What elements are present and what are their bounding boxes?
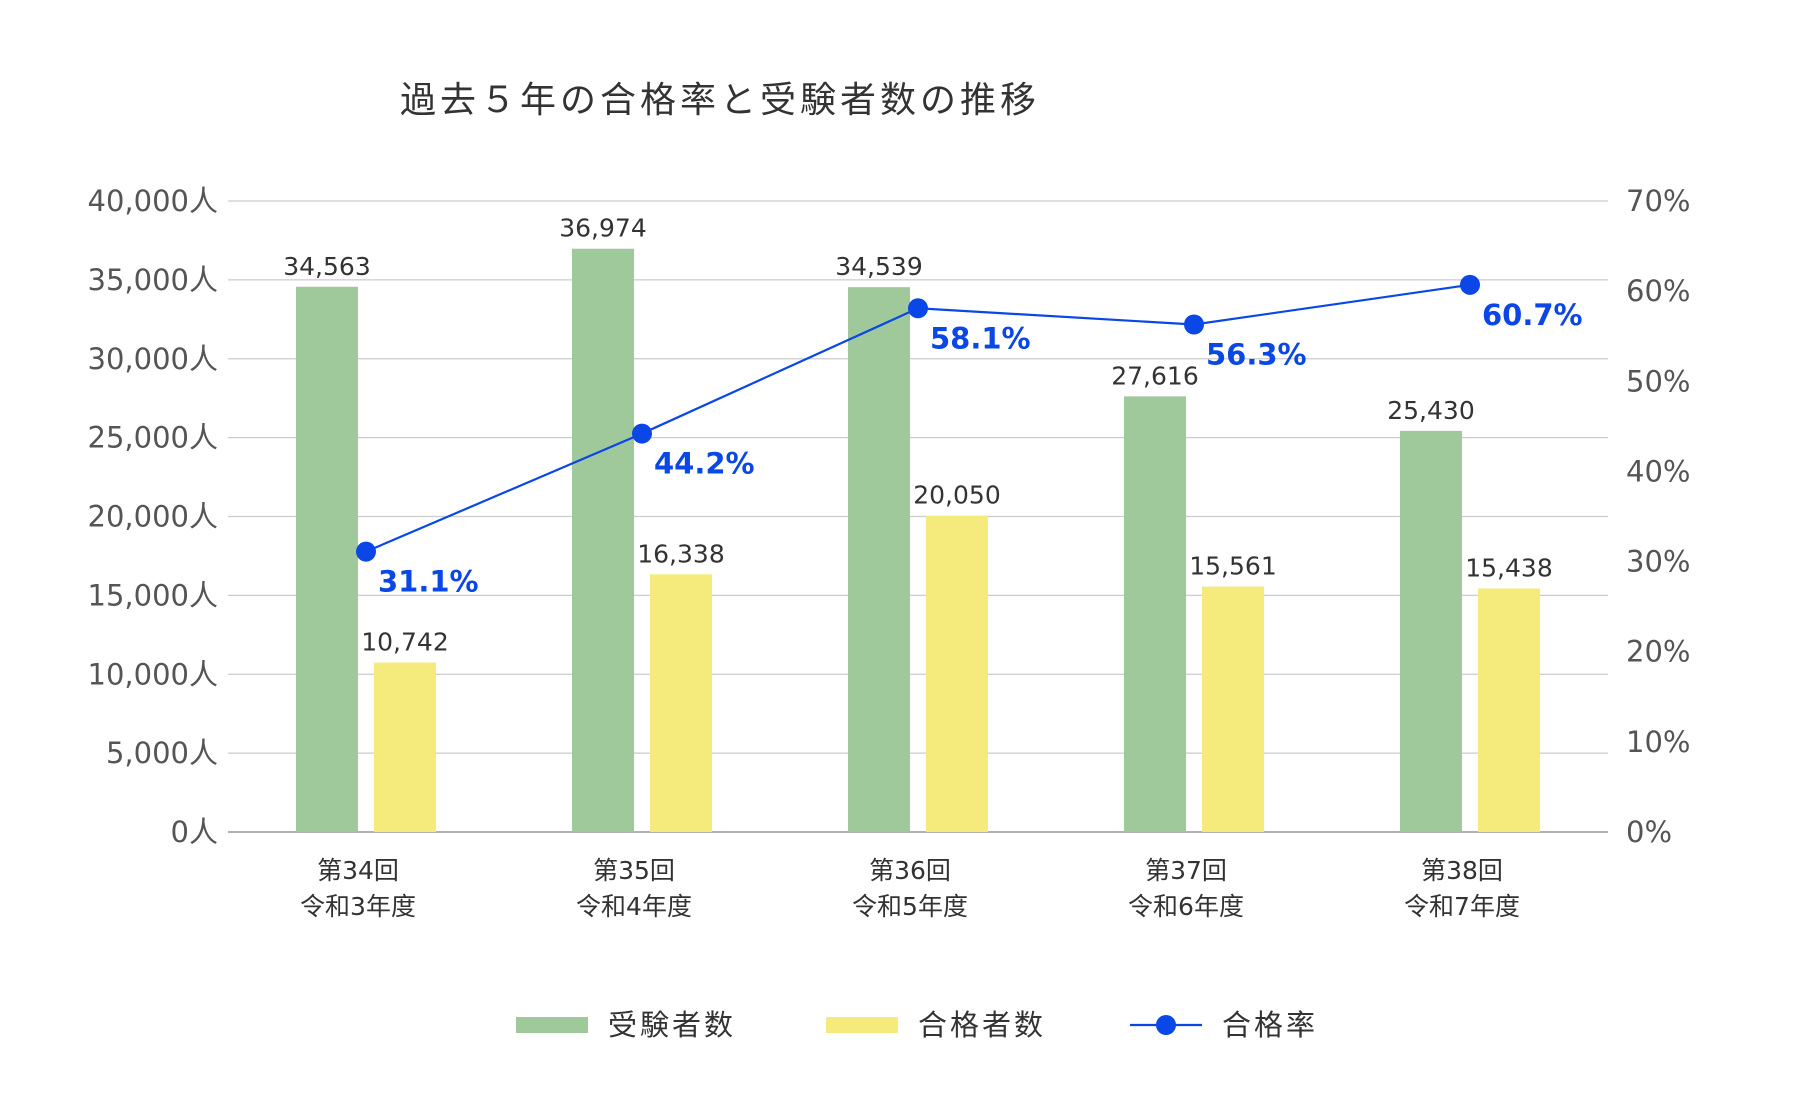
gridlines bbox=[228, 200, 1608, 833]
category-label-round: 第34回 bbox=[317, 856, 399, 885]
y-left-tick-label: 20,000人 bbox=[88, 500, 218, 534]
legend-swatch-marker bbox=[1156, 1015, 1176, 1035]
bar-passers bbox=[926, 515, 988, 832]
rate-point bbox=[1460, 274, 1480, 295]
y-left-tick-label: 0人 bbox=[171, 815, 218, 849]
right-axis: 0% 10% 20% 30% 40% 50% 60% 70% bbox=[1626, 184, 1690, 849]
legend-swatch-examinees bbox=[516, 1017, 588, 1033]
bar-value-label: 15,561 bbox=[1189, 552, 1276, 581]
legend-swatch-passers bbox=[826, 1017, 898, 1033]
rate-point bbox=[356, 541, 376, 562]
bar-value-label: 15,438 bbox=[1465, 553, 1552, 582]
y-right-tick-label: 70% bbox=[1626, 184, 1690, 218]
bar-value-label: 20,050 bbox=[913, 481, 1000, 510]
legend: 受験者数 合格者数 合格率 bbox=[516, 1008, 1318, 1042]
rate-value-label: 31.1% bbox=[378, 565, 479, 599]
y-left-tick-label: 5,000人 bbox=[106, 736, 218, 770]
y-left-tick-label: 15,000人 bbox=[88, 578, 218, 612]
rate-point bbox=[1184, 314, 1204, 335]
category-label-round: 第37回 bbox=[1145, 856, 1227, 885]
category-label-round: 第35回 bbox=[593, 856, 675, 885]
y-right-tick-label: 20% bbox=[1626, 635, 1690, 669]
bar-examinees bbox=[848, 287, 910, 832]
legend-label: 受験者数 bbox=[608, 1008, 736, 1042]
bar-value-label: 25,430 bbox=[1387, 396, 1474, 425]
rate-line-path bbox=[365, 283, 1471, 553]
y-right-tick-label: 0% bbox=[1626, 815, 1672, 849]
bar-examinees bbox=[1124, 396, 1186, 832]
bar-value-label: 34,539 bbox=[835, 252, 922, 281]
bar-value-label: 16,338 bbox=[637, 539, 724, 568]
bar-value-label: 27,616 bbox=[1111, 361, 1198, 390]
bar-examinees bbox=[1400, 430, 1462, 832]
y-left-tick-label: 10,000人 bbox=[88, 657, 218, 691]
y-right-tick-label: 40% bbox=[1626, 454, 1690, 488]
bar-passers bbox=[374, 662, 436, 832]
y-left-tick-label: 40,000人 bbox=[88, 184, 218, 218]
y-left-tick-label: 25,000人 bbox=[88, 421, 218, 455]
bar-value-label: 10,742 bbox=[361, 628, 448, 657]
rate-value-label: 44.2% bbox=[654, 447, 755, 481]
rate-value-label: 60.7% bbox=[1482, 298, 1583, 332]
rate-value-label: 58.1% bbox=[930, 321, 1031, 355]
category-label-year: 令和4年度 bbox=[576, 892, 692, 921]
bar-examinees bbox=[296, 286, 358, 832]
bar-passers bbox=[650, 574, 712, 832]
y-right-tick-label: 60% bbox=[1626, 274, 1690, 308]
legend-label: 合格率 bbox=[1222, 1008, 1318, 1042]
bar-value-label: 34,563 bbox=[283, 252, 370, 281]
bar-passers bbox=[1478, 588, 1540, 832]
chart-title: 過去５年の合格率と受験者数の推移 bbox=[400, 80, 1040, 121]
bar-value-label: 36,974 bbox=[559, 214, 646, 243]
bars bbox=[296, 248, 1540, 832]
bar-passers bbox=[1202, 586, 1264, 832]
y-right-tick-label: 10% bbox=[1626, 725, 1690, 759]
y-right-tick-label: 50% bbox=[1626, 364, 1690, 398]
category-label-round: 第36回 bbox=[869, 856, 951, 885]
left-axis: 0人 5,000人 10,000人 15,000人 20,000人 25,000人 30,0… bbox=[88, 184, 218, 849]
category-label-year: 令和6年度 bbox=[1128, 892, 1244, 921]
y-right-tick-label: 30% bbox=[1626, 545, 1690, 579]
rate-point bbox=[632, 423, 652, 444]
bar-labels: 34,563 36,974 34,539 27,616 25,430 10,742 16,3… bbox=[283, 214, 1552, 657]
category-label-round: 第38回 bbox=[1421, 856, 1503, 885]
rate-line bbox=[356, 274, 1480, 562]
rate-labels: 31.1% 44.2% 58.1% 56.3% 60.7% bbox=[378, 298, 1583, 599]
legend-label: 合格者数 bbox=[918, 1008, 1046, 1042]
category-label-year: 令和5年度 bbox=[852, 892, 968, 921]
category-label-year: 令和3年度 bbox=[300, 892, 416, 921]
bar-examinees bbox=[572, 248, 634, 832]
rate-point bbox=[908, 298, 928, 319]
y-left-tick-label: 35,000人 bbox=[88, 263, 218, 297]
category-label-year: 令和7年度 bbox=[1404, 892, 1520, 921]
rate-value-label: 56.3% bbox=[1206, 337, 1307, 371]
y-left-tick-label: 30,000人 bbox=[88, 342, 218, 376]
